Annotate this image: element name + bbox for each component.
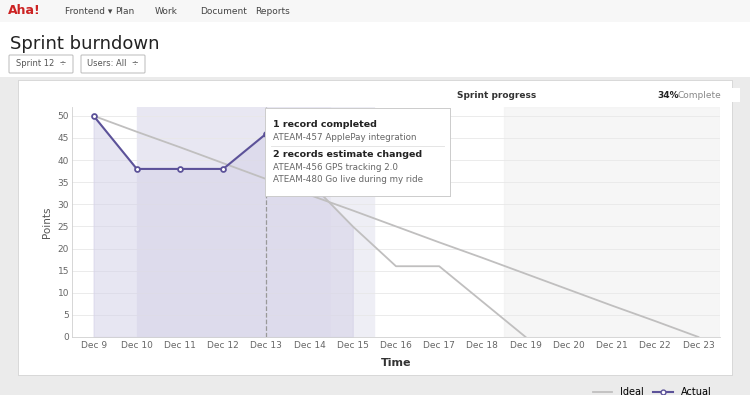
Text: ATEAM-457 ApplePay integration: ATEAM-457 ApplePay integration: [273, 133, 416, 142]
Text: Reports: Reports: [255, 6, 290, 15]
Text: Sprint progress: Sprint progress: [457, 90, 536, 100]
Text: 1 record completed: 1 record completed: [273, 120, 376, 129]
Legend: Ideal, Actual: Ideal, Actual: [589, 384, 716, 395]
Text: ATEAM-480 Go live during my ride: ATEAM-480 Go live during my ride: [273, 175, 423, 184]
Bar: [584, 92, 660, 100]
Bar: [332, 107, 374, 337]
Text: 34%: 34%: [657, 90, 679, 100]
Text: Users: All  ÷: Users: All ÷: [87, 60, 139, 68]
Text: Frontend ▾: Frontend ▾: [65, 6, 112, 15]
FancyBboxPatch shape: [9, 55, 73, 73]
Text: Aha!: Aha!: [8, 4, 40, 17]
Text: Work: Work: [155, 6, 178, 15]
FancyBboxPatch shape: [81, 55, 145, 73]
X-axis label: Time: Time: [381, 359, 411, 369]
Text: ATEAM-456 GPS tracking 2.0: ATEAM-456 GPS tracking 2.0: [273, 163, 398, 172]
Text: Complete: Complete: [677, 90, 721, 100]
Bar: [530, 92, 559, 100]
Y-axis label: Points: Points: [42, 206, 52, 238]
Text: Sprint 12  ÷: Sprint 12 ÷: [16, 60, 66, 68]
Bar: [559, 92, 584, 100]
Text: Plan: Plan: [115, 6, 134, 15]
Bar: [136, 107, 332, 337]
Bar: [504, 107, 720, 337]
Text: Document: Document: [200, 6, 247, 15]
Text: Sprint burndown: Sprint burndown: [10, 35, 160, 53]
Text: 2 records estimate changed: 2 records estimate changed: [273, 150, 422, 159]
